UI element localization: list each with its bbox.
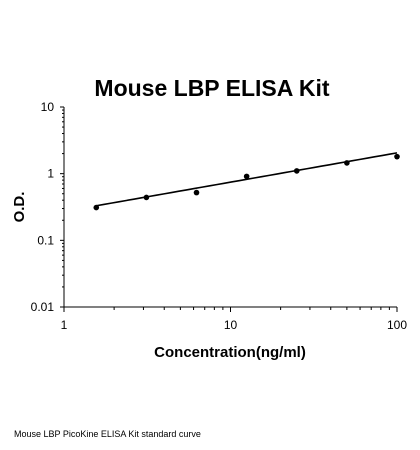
plot-axes	[60, 106, 398, 312]
x-tick-label: 10	[224, 318, 238, 332]
y-axis-label: O.D.	[11, 192, 28, 223]
y-tick-label: 0.1	[37, 233, 54, 247]
data-point	[193, 189, 200, 196]
x-tick-label: 100	[387, 318, 407, 332]
data-point	[143, 194, 150, 201]
chart-title: Mouse LBP ELISA Kit	[94, 75, 329, 101]
data-marks	[93, 152, 400, 211]
chart-caption: Mouse LBP PicoKine ELISA Kit standard cu…	[14, 429, 201, 439]
x-tick-label: 1	[61, 318, 68, 332]
y-tick-label: 1	[47, 167, 54, 181]
data-point	[93, 204, 100, 211]
data-point	[293, 168, 300, 174]
y-tick-label: 0.01	[31, 300, 55, 314]
data-point	[243, 173, 250, 180]
fit-curve	[96, 152, 398, 207]
data-point	[394, 153, 400, 160]
y-tick-label: 10	[41, 100, 55, 114]
data-point	[344, 160, 350, 166]
tick-labels: 0.01 0.1 1 10 1 10 100	[31, 100, 408, 332]
x-axis-label: Concentration(ng/ml)	[154, 344, 306, 361]
